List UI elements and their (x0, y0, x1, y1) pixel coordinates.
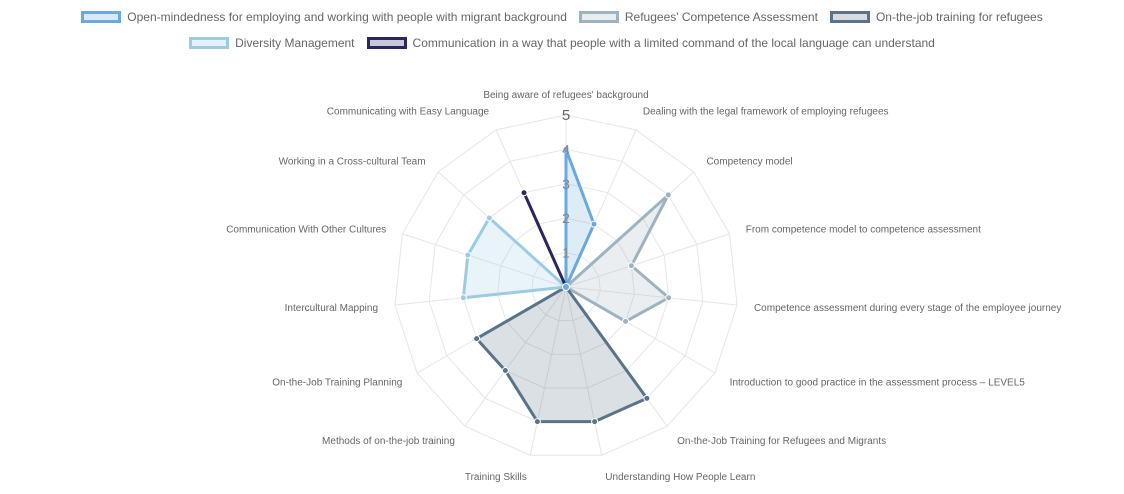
grid-spoke-13 (402, 233, 567, 288)
axis-label-13: Communication With Other Cultures (226, 225, 386, 236)
axis-label-14: Working in a Cross-cultural Team (279, 157, 426, 168)
series-4-point-14 (485, 214, 493, 222)
series-2-point-4 (627, 262, 635, 270)
series-1-point-2 (590, 220, 598, 228)
series-1-point-1 (562, 145, 570, 153)
series-2-point-5 (665, 294, 673, 302)
axis-label-1: Being aware of refugees' background (483, 90, 648, 101)
grid-ring-1 (531, 252, 601, 322)
grid-ring-5 (394, 114, 738, 456)
series-3-point-7 (643, 394, 651, 402)
legend-item-on-the-job-training[interactable]: On-the-job training for refugees (829, 10, 1043, 24)
series-3-point-9 (533, 418, 541, 426)
series-4-point-12 (459, 294, 467, 302)
axis-label-12: Intercultural Mapping (285, 303, 378, 314)
legend-item-competence-assessment[interactable]: Refugees' Competence Assessment (578, 10, 818, 24)
series-1 (564, 148, 596, 288)
axis-label-4: From competence model to competence asse… (746, 225, 981, 236)
legend-label-diversity-management: Diversity Management (235, 36, 355, 50)
legend-label-competence-assessment: Refugees' Competence Assessment (624, 10, 818, 24)
series-4 (461, 215, 570, 300)
legend-label-communication: Communication in a way that people with … (412, 36, 935, 50)
legend-row-1: Open-mindedness for employing and workin… (0, 6, 1124, 28)
axis-label-8: Understanding How People Learn (605, 472, 755, 483)
grid-spoke-5 (565, 286, 738, 306)
series-3-point-10 (501, 366, 509, 374)
axis-label-2: Dealing with the legal framework of empl… (643, 106, 889, 117)
grid-spoke-10 (464, 286, 567, 427)
legend-swatch-diversity-management (189, 37, 230, 49)
r-tick-label-1: 1 (562, 245, 570, 261)
series-5-point-15 (520, 189, 528, 197)
grid-spoke-8 (565, 286, 603, 456)
legend-item-communication[interactable]: Communication in a way that people with … (366, 36, 935, 50)
series-3-point-8 (591, 418, 599, 426)
axis-label-6: Introduction to good practice in the ass… (730, 378, 1026, 389)
series-2-point-6 (622, 317, 630, 325)
series-4-point-13 (464, 251, 472, 259)
legend-label-open-mindedness: Open-mindedness for employing and workin… (127, 10, 567, 24)
grid-ring-2 (497, 217, 635, 355)
grid-spoke-9 (529, 286, 567, 456)
series-2 (563, 193, 672, 324)
axis-label-9: Training Skills (465, 472, 527, 483)
legend-item-open-mindedness[interactable]: Open-mindedness for employing and workin… (81, 10, 567, 24)
r-tick-label-4: 4 (562, 141, 570, 157)
series-3-point-11 (473, 335, 481, 343)
legend-swatch-open-mindedness (81, 11, 122, 23)
legend-swatch-on-the-job-training (829, 11, 870, 23)
axis-label-5: Competence assessment during every stage… (754, 303, 1061, 314)
legend-row-2: Diversity Management Communication in a … (0, 32, 1124, 54)
series-2-point-3 (664, 191, 672, 199)
series-1-area (564, 148, 596, 288)
axis-label-11: On-the-Job Training Planning (272, 378, 402, 389)
axis-label-7: On-the-Job Training for Refugees and Mig… (677, 436, 886, 447)
legend-swatch-communication (366, 37, 407, 49)
center-point (562, 283, 570, 291)
r-tick-label-3: 3 (562, 176, 570, 192)
r-tick-label-5: 5 (562, 107, 570, 124)
legend-item-diversity-management[interactable]: Diversity Management (189, 36, 355, 50)
r-tick-label-2: 2 (562, 210, 570, 226)
chart-legend: Open-mindedness for employing and workin… (0, 6, 1124, 58)
axis-label-10: Methods of on-the-job training (322, 436, 455, 447)
series-2-area (563, 193, 672, 324)
series-4-area (461, 215, 570, 300)
axis-label-15: Communicating with Easy Language (327, 106, 490, 117)
axis-label-3: Competency model (706, 157, 792, 168)
legend-label-on-the-job-training: On-the-job training for refugees (875, 10, 1043, 24)
legend-swatch-competence-assessment (578, 11, 619, 23)
grid-spoke-4 (565, 233, 730, 288)
